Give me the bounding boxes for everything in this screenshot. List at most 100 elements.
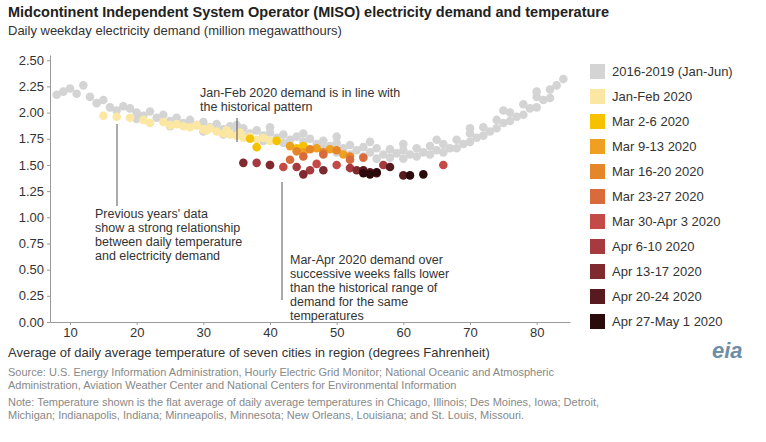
point bbox=[286, 155, 295, 164]
point bbox=[386, 163, 395, 172]
point bbox=[412, 152, 421, 161]
point bbox=[159, 110, 168, 119]
y-tick: 2.25 bbox=[19, 79, 50, 94]
y-tick-label: 0.75 bbox=[19, 236, 44, 251]
note: Note: Temperature shown is the flat aver… bbox=[8, 396, 599, 408]
x-tick: 40 bbox=[263, 322, 277, 340]
point bbox=[452, 144, 461, 153]
point bbox=[332, 161, 341, 170]
legend-label: Mar 30-Apr 3 2020 bbox=[612, 214, 720, 229]
annotation-text: Mar-Apr 2020 demand over bbox=[290, 253, 443, 267]
x-tick-label: 70 bbox=[463, 325, 477, 340]
annotation-text: than the historical range of bbox=[290, 281, 438, 295]
y-axis: 0.000.250.500.751.001.251.501.752.002.25… bbox=[19, 53, 51, 330]
point bbox=[312, 160, 321, 169]
point bbox=[306, 145, 315, 154]
x-tick: 50 bbox=[330, 322, 344, 340]
chart: Midcontinent Independent System Operator… bbox=[0, 0, 766, 442]
point bbox=[239, 159, 248, 168]
point bbox=[372, 144, 381, 153]
point bbox=[492, 124, 501, 133]
point bbox=[346, 155, 355, 164]
point bbox=[499, 106, 508, 115]
title: Midcontinent Independent System Operator… bbox=[8, 4, 609, 20]
point bbox=[299, 129, 308, 138]
y-tick: 1.00 bbox=[19, 210, 50, 225]
legend: 2016-2019 (Jan-Jun)Jan-Feb 2020Mar 2-6 2… bbox=[590, 64, 733, 329]
annotation-text: Previous years' data bbox=[95, 207, 208, 221]
legend-label: Mar 23-27 2020 bbox=[612, 189, 704, 204]
point bbox=[546, 94, 555, 103]
y-tick-label: 2.25 bbox=[19, 79, 44, 94]
legend-swatch bbox=[590, 289, 605, 304]
y-tick: 0.50 bbox=[19, 262, 50, 277]
annotation-text: between daily temperature bbox=[95, 235, 242, 249]
y-tick-label: 1.25 bbox=[19, 184, 44, 199]
x-tick-label: 50 bbox=[330, 325, 344, 340]
point bbox=[426, 150, 435, 159]
point bbox=[399, 140, 408, 149]
annotation-leader bbox=[117, 124, 118, 206]
legend-label: Apr 6-10 2020 bbox=[612, 239, 694, 254]
x-tick-label: 30 bbox=[197, 325, 211, 340]
annotation-text: and electricity demand bbox=[95, 249, 220, 263]
x-axis: 10 20 30 40 50 60 70 80 bbox=[51, 322, 571, 340]
point bbox=[332, 132, 341, 141]
annotation-leader bbox=[282, 182, 283, 300]
legend-swatch bbox=[590, 164, 605, 179]
point bbox=[479, 131, 488, 140]
legend-swatch bbox=[590, 64, 605, 79]
y-tick: 1.25 bbox=[19, 184, 50, 199]
point bbox=[559, 75, 568, 84]
legend-label: Jan-Feb 2020 bbox=[612, 89, 692, 104]
legend-label: Mar 2-6 2020 bbox=[612, 114, 689, 129]
y-tick: 0.75 bbox=[19, 236, 50, 251]
point bbox=[439, 161, 448, 170]
point bbox=[72, 89, 81, 98]
logo: eia bbox=[712, 338, 743, 363]
point bbox=[246, 134, 255, 143]
y-tick-label: 1.75 bbox=[19, 131, 44, 146]
annotation-text: show a strong relationship bbox=[95, 221, 240, 235]
x-tick-label: 80 bbox=[530, 325, 544, 340]
y-tick-mark bbox=[47, 322, 50, 323]
series bbox=[359, 163, 408, 180]
point bbox=[439, 148, 448, 157]
point bbox=[532, 103, 541, 112]
point bbox=[126, 114, 135, 123]
x-tick-label: 60 bbox=[397, 325, 411, 340]
x-tick: 10 bbox=[63, 322, 77, 340]
point bbox=[86, 93, 95, 102]
point bbox=[299, 170, 308, 179]
y-tick-label: 2.00 bbox=[19, 105, 44, 120]
x-tick: 20 bbox=[130, 322, 144, 340]
x-tick: 70 bbox=[463, 322, 477, 340]
annotation-text: successive weeks falls lower bbox=[290, 267, 449, 281]
legend-label: Apr 20-24 2020 bbox=[612, 289, 702, 304]
y-tick-label: 1.00 bbox=[19, 210, 44, 225]
point bbox=[386, 153, 395, 162]
legend-label: Apr 27-May 1 2020 bbox=[612, 314, 723, 329]
y-tick-label: 0.50 bbox=[19, 262, 44, 277]
legend-swatch bbox=[590, 239, 605, 254]
y-tick-label: 2.50 bbox=[19, 53, 44, 68]
point bbox=[266, 161, 275, 170]
y-tick-mark bbox=[47, 217, 50, 218]
note: Michigan; Indianapolis, Indiana; Minneap… bbox=[8, 409, 524, 421]
point bbox=[406, 171, 415, 180]
point bbox=[252, 143, 261, 152]
point bbox=[272, 137, 281, 146]
y-tick-mark bbox=[47, 191, 50, 192]
point bbox=[532, 87, 541, 96]
point bbox=[519, 110, 528, 119]
y-tick-mark bbox=[47, 86, 50, 87]
y-tick-mark bbox=[47, 60, 50, 61]
y-tick: 1.50 bbox=[19, 158, 50, 173]
point bbox=[112, 112, 121, 121]
point bbox=[299, 152, 308, 161]
y-tick-label: 0.00 bbox=[19, 315, 44, 330]
annotation-text: Jan-Feb 2020 demand is in line with bbox=[200, 86, 400, 100]
series bbox=[239, 159, 361, 179]
legend-label: Apr 13-17 2020 bbox=[612, 264, 702, 279]
legend-label: Mar 9-13 2020 bbox=[612, 139, 697, 154]
